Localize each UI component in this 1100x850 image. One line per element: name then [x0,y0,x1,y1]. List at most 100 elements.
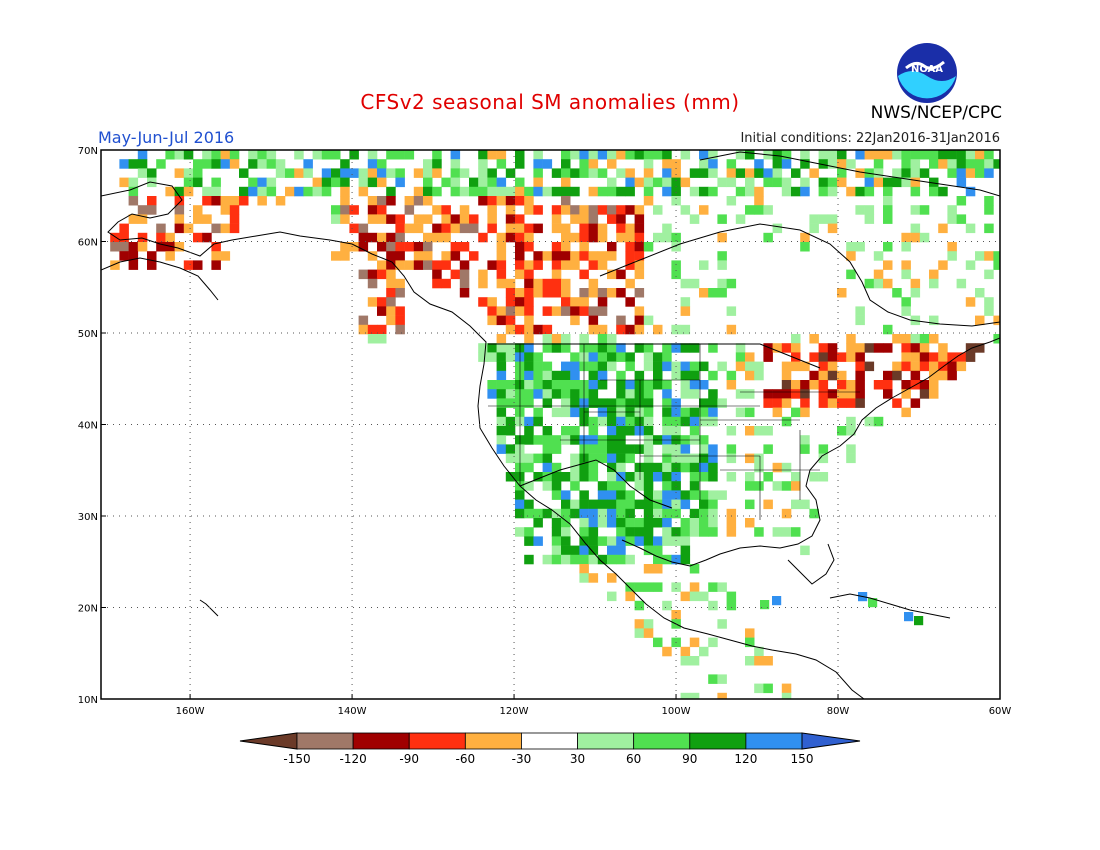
anomaly-cell [772,168,783,178]
anomaly-cell [524,306,534,316]
anomaly-cell [662,554,672,565]
anomaly-cell [597,343,608,353]
anomaly-cell [975,315,985,326]
anomaly-cell [910,177,921,188]
anomaly-cell [607,177,617,188]
anomaly-cell [653,518,663,528]
anomaly-cell [119,232,129,243]
lon-tick-label: 140W [338,706,367,717]
anomaly-cell [726,380,737,390]
anomaly-cell [533,150,543,160]
anomaly-cell [726,591,737,602]
anomaly-cell [965,150,976,160]
lat-tick-label: 70N [78,146,98,157]
anomaly-cell [763,205,773,215]
anomaly-cell [837,159,847,169]
anomaly-cell [818,361,829,372]
anomaly-cell [938,260,948,270]
anomaly-cell [551,490,562,500]
anomaly-cell [827,370,838,381]
anomaly-cell [662,472,672,482]
anomaly-cell [505,196,516,206]
anomaly-cell [662,389,672,399]
anomaly-cell [745,150,755,160]
anomaly-cell [579,462,589,473]
anomaly-cell [607,518,617,528]
anomaly-cell [570,315,580,326]
anomaly-cell [597,518,608,528]
anomaly-cell [975,159,985,169]
anomaly-cell [680,518,691,528]
anomaly-cell [643,545,654,556]
anomaly-cell [754,168,764,178]
anomaly-cell [616,389,626,399]
anomaly-cell [588,554,599,565]
anomaly-cell [745,656,755,666]
anomaly-cell [625,260,635,270]
anomaly-cell [975,251,985,261]
anomaly-cell [533,288,543,298]
anomaly-cell [331,168,341,178]
anomaly-cell [561,186,571,197]
anomaly-cell [524,499,534,510]
anomaly-cell [671,508,681,519]
anomaly-cell [386,297,396,307]
anomaly-cell [579,472,589,482]
anomaly-cell [505,389,516,399]
anomaly-cell [607,499,617,510]
anomaly-cell [947,205,957,215]
anomaly-cell [588,444,599,454]
anomaly-cell [745,370,755,381]
anomaly-cell [211,177,221,188]
anomaly-cell [662,380,672,390]
anomaly-cell [634,269,645,280]
anomaly-cell [119,159,129,169]
anomaly-cell [671,453,681,464]
anomaly-cell [570,205,580,215]
anomaly-cell [671,582,681,592]
anomaly-cell [487,186,497,197]
anomaly-cell [496,398,507,408]
anomaly-cell [735,407,746,418]
anomaly-cell [487,214,497,224]
anomaly-cell [174,186,185,197]
anomaly-cell [551,527,562,537]
anomaly-cell [680,324,691,335]
anomaly-cell [579,242,589,252]
anomaly-cell [919,232,930,243]
anomaly-cell [211,260,221,270]
anomaly-cell [818,352,829,362]
anomaly-cell [873,251,884,261]
anomaly-cell [809,168,819,178]
anomaly-cell [524,324,534,335]
anomaly-cell [643,389,654,399]
anomaly-cell [818,214,829,224]
anomaly-cell [643,315,654,326]
anomaly-cell [625,591,635,602]
anomaly-cell [873,159,884,169]
anomaly-cell [754,453,764,464]
anomaly-cell [754,462,764,473]
anomaly-cell [551,260,562,270]
anomaly-cell [607,343,617,353]
anomaly-cell [625,223,635,234]
anomaly-cell [745,186,755,197]
anomaly-cell [864,150,875,160]
anomaly-cell [754,683,764,694]
anomaly-cell [984,168,994,178]
anomaly-cell [561,370,571,381]
anomaly-cell [505,453,516,464]
anomaly-cell [818,150,829,160]
anomaly-cell [643,196,654,206]
anomaly-cell [312,177,323,188]
anomaly-cell [413,223,424,234]
anomaly-cell [772,596,782,606]
anomaly-cell [625,453,635,464]
anomaly-cell [459,186,470,197]
anomaly-cell [478,168,488,178]
anomaly-cell [781,150,792,160]
anomaly-cell [745,389,755,399]
anomaly-cell [183,177,194,188]
anomaly-cell [450,168,461,178]
anomaly-cell [478,297,488,307]
